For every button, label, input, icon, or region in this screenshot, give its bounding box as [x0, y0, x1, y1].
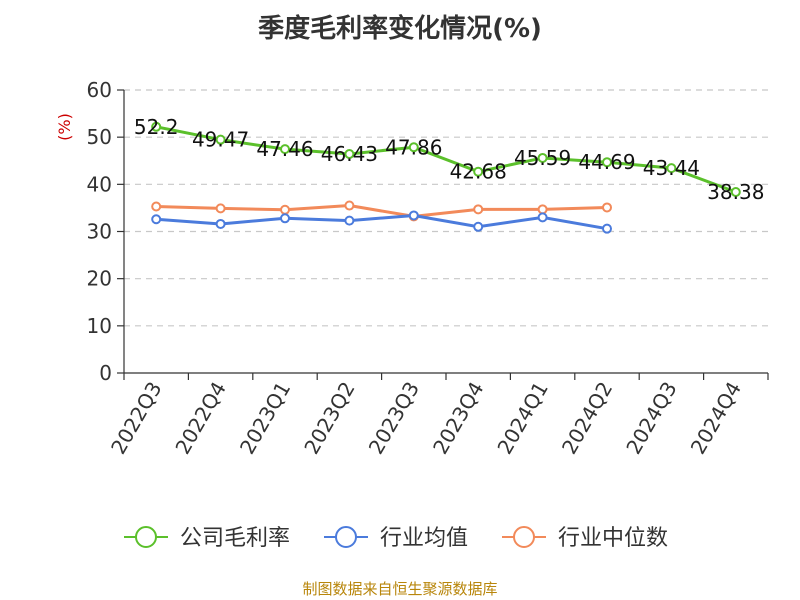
data-label: 49.47	[192, 128, 249, 152]
data-point	[215, 218, 226, 229]
data-point	[151, 121, 162, 132]
data-label: 45.59	[514, 146, 571, 170]
y-tick-label: 40	[87, 172, 112, 196]
legend-marker	[135, 526, 157, 548]
data-label: 47.46	[256, 137, 313, 161]
series-line	[156, 213, 608, 231]
data-point	[473, 204, 484, 215]
legend-label: 行业均值	[380, 526, 468, 551]
data-label: 46.43	[321, 142, 378, 166]
series-line	[156, 204, 608, 218]
data-point	[537, 152, 548, 163]
data-point	[537, 204, 548, 215]
y-tick-label: 50	[87, 125, 112, 149]
source-note: 制图数据来自恒生聚源数据库	[302, 580, 498, 598]
x-tick-label: 2024Q4	[686, 378, 746, 459]
data-point	[473, 166, 484, 177]
x-tick-label: 2023Q1	[235, 378, 295, 459]
y-tick-label: 10	[87, 314, 112, 338]
data-point	[408, 210, 419, 221]
data-point	[344, 200, 355, 211]
x-tick-label: 2022Q4	[170, 378, 230, 459]
series-line	[155, 125, 737, 194]
y-tick-label: 20	[87, 267, 112, 291]
y-tick-label: 0	[99, 361, 112, 385]
data-point	[151, 201, 162, 212]
data-label: 44.69	[578, 150, 635, 174]
legend-marker	[513, 526, 535, 548]
data-point	[151, 214, 162, 225]
y-axis-unit: (%)	[55, 113, 74, 141]
data-point	[280, 144, 290, 155]
data-point	[666, 163, 677, 174]
data-label: 52.2	[134, 115, 179, 139]
legend-label: 公司毛利率	[180, 526, 290, 551]
data-label: 43.44	[643, 156, 700, 180]
x-tick-label: 2023Q4	[428, 378, 488, 459]
data-point	[344, 215, 355, 226]
chart-title: 季度毛利率变化情况(%)	[258, 14, 542, 44]
grid-lines	[124, 89, 768, 327]
x-tick-label: 2024Q2	[557, 378, 617, 459]
data-point	[280, 204, 290, 215]
x-tick-label: 2024Q1	[492, 378, 552, 459]
data-label: 42.68	[450, 160, 507, 184]
legend-label: 行业中位数	[558, 526, 668, 551]
y-tick-label: 60	[87, 78, 112, 102]
data-point	[730, 186, 741, 197]
data-point	[602, 157, 612, 168]
data-point	[602, 223, 612, 234]
data-point	[215, 203, 226, 214]
data-point	[344, 149, 355, 160]
data-point	[408, 142, 419, 153]
x-tick-label: 2024Q3	[621, 378, 681, 459]
x-tick-label: 2023Q2	[299, 378, 359, 459]
series-lines	[151, 121, 741, 234]
data-point	[473, 221, 484, 232]
data-point	[602, 202, 612, 213]
data-point	[280, 213, 290, 224]
x-tick-label: 2023Q3	[364, 378, 424, 459]
data-labels: 52.2 49.47 47.46 46.43 47.86 42.68 45.59 44.69 4…	[134, 115, 764, 204]
legend: 公司毛利率 行业均值 行业中位数	[124, 526, 668, 551]
data-point	[537, 212, 548, 223]
y-tick-label: 30	[87, 220, 112, 244]
data-label: 47.86	[385, 135, 442, 159]
legend-marker	[335, 526, 357, 548]
data-label: 38.38	[707, 180, 764, 204]
x-tick-label: 2022Q3	[106, 378, 166, 459]
data-point	[215, 134, 226, 145]
